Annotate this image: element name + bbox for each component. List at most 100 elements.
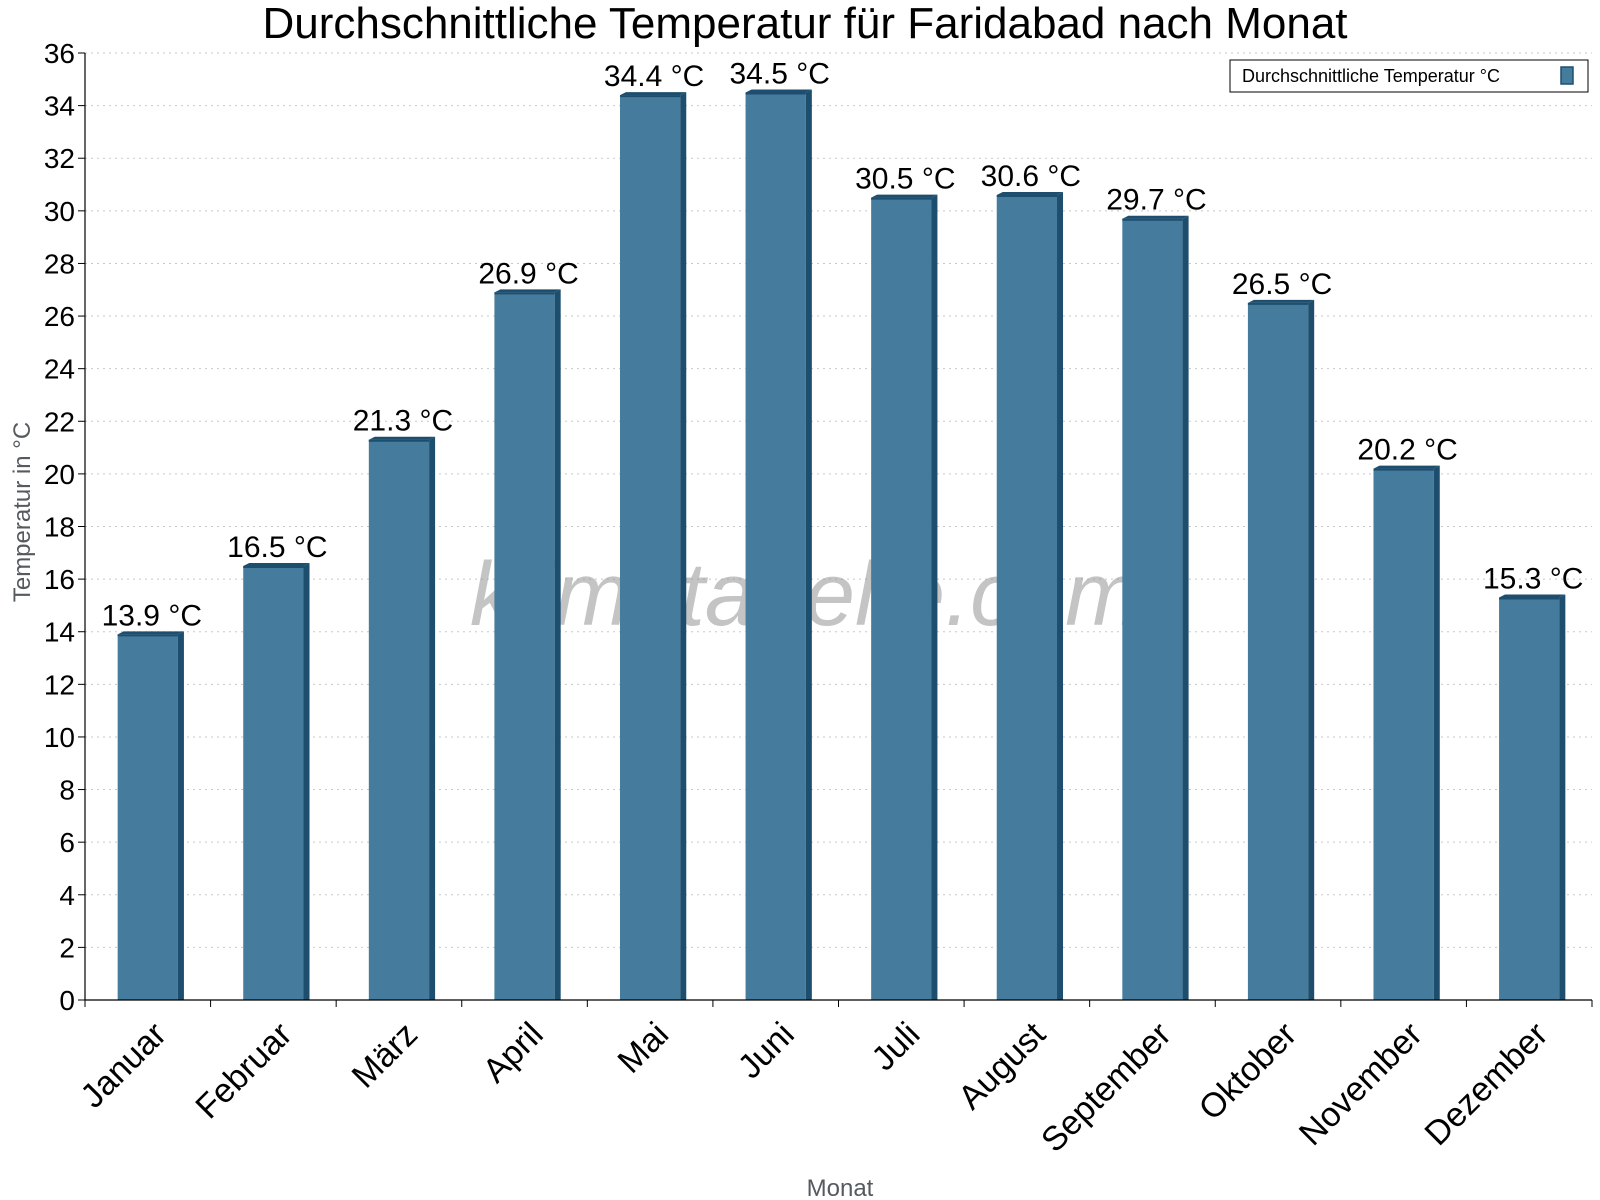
y-tick-label: 22 [44, 406, 75, 437]
y-axis-title: Temperatur in °C [9, 422, 36, 602]
data-label: 13.9 °C [102, 599, 202, 632]
data-labels: 13.9 °C 16.5 °C 21.3 °C 26.9 °C 34.4 °C 34.5 … [102, 57, 1584, 632]
bar-face [871, 197, 932, 1001]
bar-side [805, 89, 812, 1001]
x-tick-label: Dezember [1418, 1015, 1556, 1153]
x-tick-label: September [1034, 1015, 1178, 1159]
y-tick-label: 18 [44, 512, 75, 543]
data-label: 30.6 °C [981, 160, 1081, 193]
bar-side [1182, 215, 1189, 1001]
bar-top [619, 92, 687, 96]
bar [1247, 299, 1315, 1000]
x-tick-labels: Januar Februar März April Mai Juni Juli AugustS… [73, 1015, 1555, 1160]
x-tick-label: Juli [864, 1015, 927, 1078]
bar [243, 562, 310, 1000]
legend-swatch [1560, 66, 1574, 85]
y-tick-label: 6 [59, 827, 75, 858]
bar-face [745, 92, 806, 1001]
bar-side [1308, 299, 1315, 1000]
bar-side [429, 436, 436, 1001]
bar [117, 631, 184, 1000]
y-tick-label: 34 [44, 91, 75, 122]
data-label: 29.7 °C [1106, 184, 1206, 217]
y-tick-label: 14 [44, 617, 75, 648]
bar-side [554, 289, 561, 1000]
bar-top [368, 436, 436, 440]
bar [1499, 594, 1566, 1000]
chart-title: Durchschnittliche Temperatur für Faridab… [262, 0, 1347, 48]
bar-face [619, 95, 681, 1001]
y-tick-label: 0 [59, 985, 75, 1016]
bar-top [1499, 594, 1566, 598]
bar [996, 192, 1064, 1001]
bar-top [243, 562, 310, 566]
data-label: 20.2 °C [1357, 434, 1457, 467]
bar-top [745, 89, 812, 93]
bar-side [177, 631, 184, 1000]
data-label: 26.5 °C [1232, 268, 1332, 301]
y-tick-label: 20 [44, 459, 75, 490]
bar-face [494, 292, 555, 1000]
x-axis-title: Monat [807, 1175, 874, 1200]
bar-face [117, 634, 178, 1000]
bar [1122, 215, 1189, 1001]
x-tick-label: März [345, 1015, 425, 1095]
bar-side [1559, 594, 1566, 1000]
x-tick-label: April [476, 1015, 551, 1090]
y-tick-label: 16 [44, 564, 75, 595]
x-tick-label: Mai [611, 1015, 677, 1081]
gridlines [85, 52, 1592, 948]
y-tick-label: 12 [44, 669, 75, 700]
y-tick-label: 30 [44, 196, 75, 227]
data-label: 34.5 °C [730, 57, 830, 90]
y-tick-label: 4 [59, 880, 75, 911]
bar-top [1373, 465, 1440, 469]
x-tick-label: Oktober [1192, 1015, 1304, 1127]
bar-top [117, 631, 184, 635]
bar-top [494, 289, 561, 293]
bar-top [996, 192, 1064, 196]
bar-top [1247, 299, 1315, 303]
y-tick-label: 26 [44, 301, 75, 332]
bar [1373, 465, 1440, 1000]
bar-face [1499, 597, 1560, 1000]
y-tick-label: 36 [44, 38, 75, 69]
data-label: 26.9 °C [478, 257, 578, 290]
legend-box [1229, 59, 1589, 93]
bar-side [931, 194, 938, 1001]
bar [368, 436, 436, 1001]
axes [78, 52, 1593, 1007]
data-label: 30.5 °C [855, 163, 955, 196]
bar-face [1122, 218, 1183, 1001]
bars [117, 89, 1566, 1001]
y-tick-label: 10 [44, 722, 75, 753]
data-label: 34.4 °C [604, 60, 704, 93]
bar-side [1057, 192, 1064, 1001]
y-tick-label: 8 [59, 775, 75, 806]
x-tick-label: August [951, 1015, 1053, 1117]
data-label: 16.5 °C [227, 531, 327, 564]
y-tick-label: 2 [59, 932, 75, 963]
bar-face [1373, 468, 1434, 1000]
x-tick-label: Februar [188, 1015, 299, 1126]
bar-face [243, 565, 304, 1000]
x-tick-label: Januar [73, 1015, 173, 1115]
legend-label: Durchschnittliche Temperatur °C [1242, 66, 1500, 86]
bar-face [996, 195, 1058, 1001]
bar-face [1247, 302, 1309, 1000]
bar-top [871, 194, 938, 198]
bar [745, 89, 812, 1001]
y-tick-label: 28 [44, 248, 75, 279]
y-tick-label: 32 [44, 143, 75, 174]
data-label: 15.3 °C [1483, 563, 1583, 596]
y-tick-label: 24 [44, 354, 75, 385]
x-tick-label: November [1292, 1015, 1430, 1153]
bar-side [680, 92, 687, 1001]
data-label: 21.3 °C [353, 405, 453, 438]
bar-top [1122, 215, 1189, 219]
legend: Durchschnittliche Temperatur °C [1229, 59, 1589, 93]
bar [494, 289, 561, 1000]
bar-side [1433, 465, 1440, 1000]
